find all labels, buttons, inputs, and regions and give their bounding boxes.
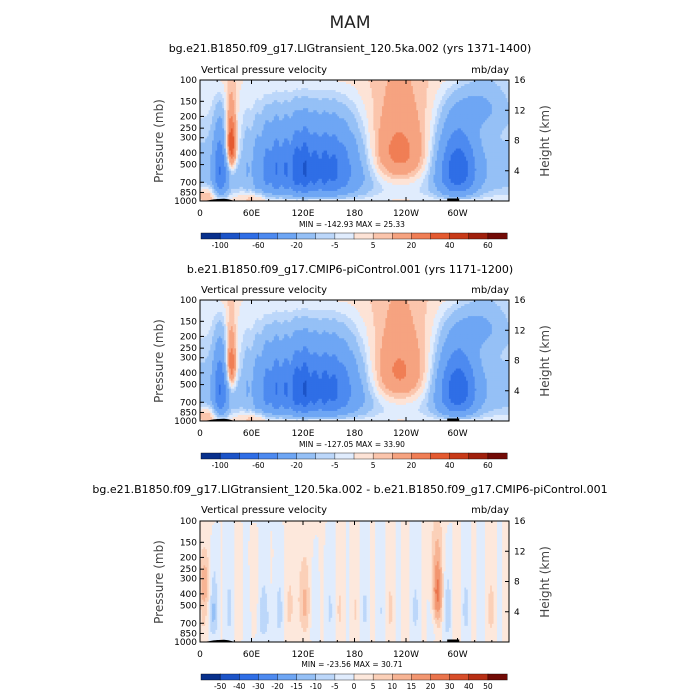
contour-field	[200, 80, 509, 201]
panel-units: mb/day	[471, 65, 509, 76]
panel-title: bg.e21.B1850.f09_g17.LIGtransient_120.5k…	[169, 42, 532, 55]
panel-subtitle-left: Vertical pressure velocity	[201, 65, 327, 76]
page-title: MAM	[330, 13, 371, 33]
panel-lig: bg.e21.B1850.f09_g17.LIGtransient_120.5k…	[152, 42, 552, 250]
